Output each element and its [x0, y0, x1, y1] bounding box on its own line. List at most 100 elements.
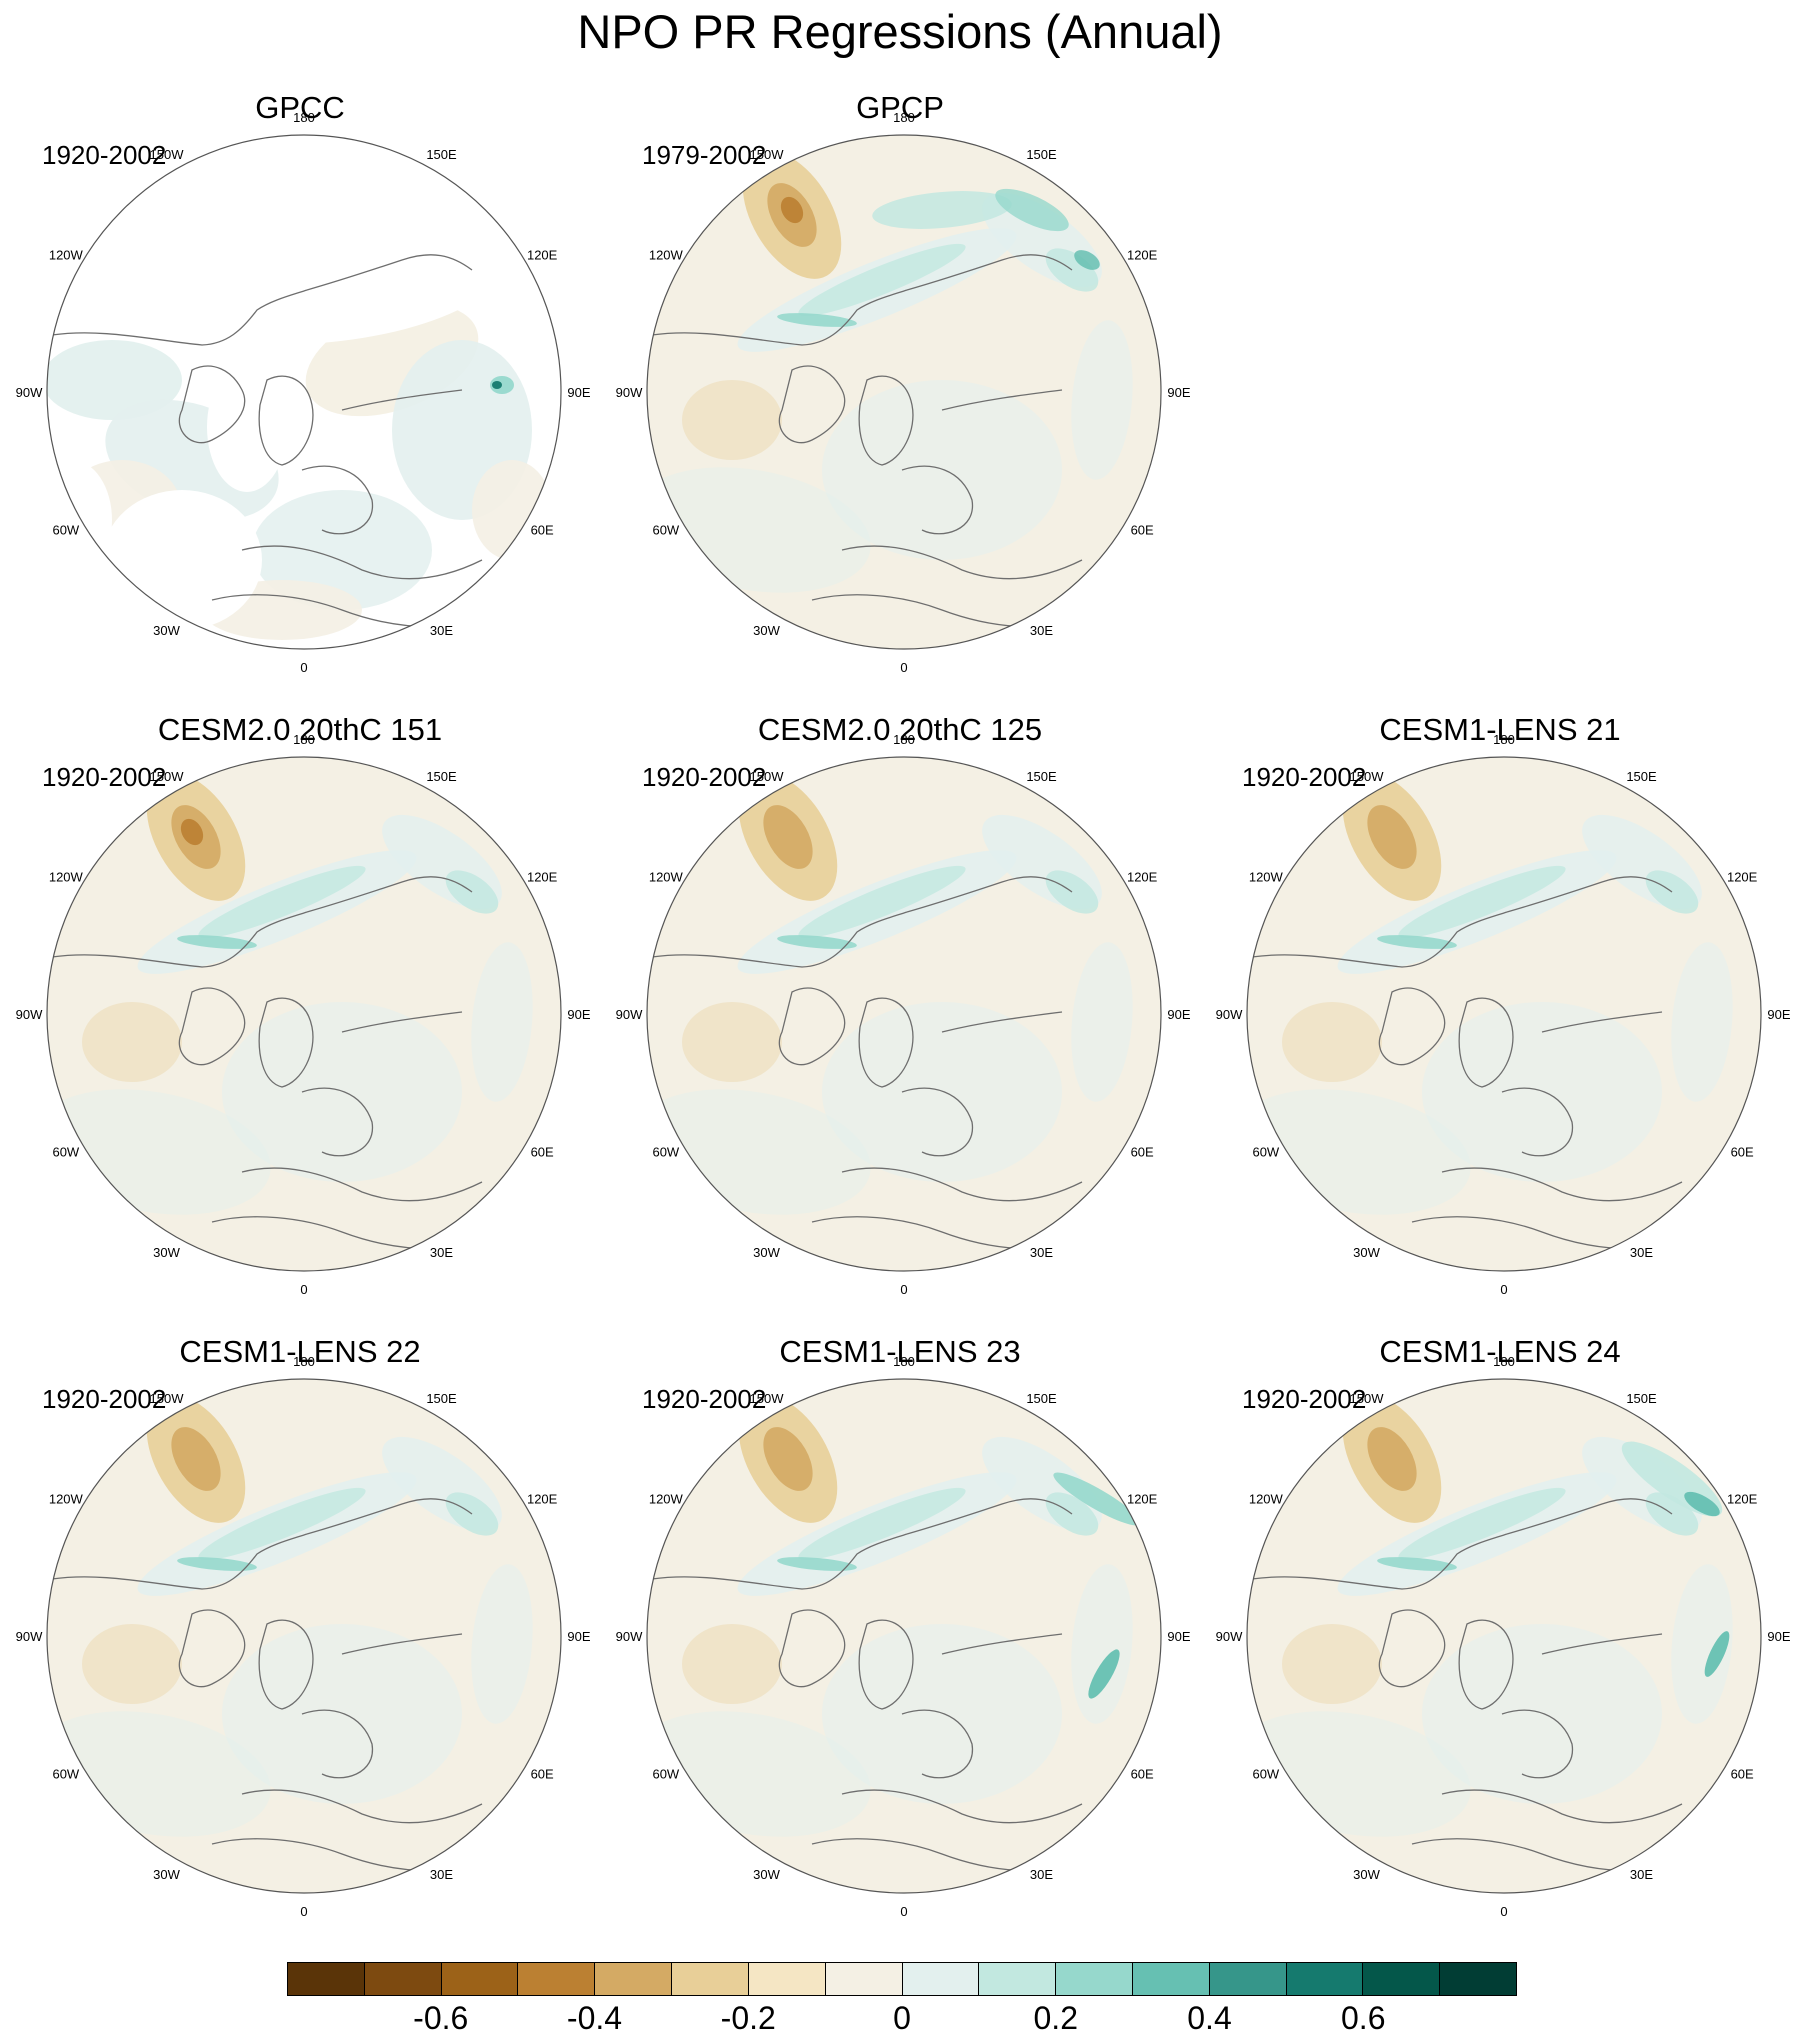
polar-stereographic-map: 180 150E 120E 90E 60E 30E 0 30W 60W 90W 120W 150W	[616, 732, 1191, 1297]
longitude-label: 90W	[1216, 1007, 1243, 1022]
longitude-label: 0	[900, 1282, 907, 1297]
colorbar-swatch	[518, 1963, 596, 1995]
longitude-label: 60W	[52, 1767, 79, 1782]
colorbar-swatch	[1286, 1963, 1364, 1995]
longitude-label: 90E	[1767, 1629, 1790, 1644]
longitude-label: 90E	[567, 1629, 590, 1644]
longitude-label: 30W	[753, 1245, 780, 1260]
longitude-label: 30W	[1353, 1867, 1380, 1882]
longitude-label: 90W	[16, 385, 43, 400]
longitude-label: 30E	[430, 1245, 453, 1260]
longitude-label: 90W	[616, 385, 643, 400]
longitude-label: 120W	[649, 248, 684, 263]
panel-title: CESM2.0 20thC 151	[157, 712, 443, 747]
colorbar-swatch	[748, 1963, 826, 1995]
longitude-label: 60W	[1252, 1767, 1279, 1782]
longitude-label: 150E	[426, 147, 457, 162]
colorbar	[287, 1962, 1517, 1996]
panel-title: CESM1-LENS 24	[1379, 1334, 1621, 1369]
colorbar-tick-label: -0.4	[566, 2000, 623, 2036]
panel-period: 1979-2002	[642, 140, 767, 170]
longitude-label: 30E	[1630, 1245, 1653, 1260]
colorbar-swatch	[1132, 1963, 1210, 1995]
panel-title: CESM1-LENS 21	[1379, 712, 1621, 747]
panel-period: 1920-2002	[42, 762, 167, 792]
longitude-label: 150W	[750, 769, 785, 784]
longitude-label: 150W	[150, 1391, 185, 1406]
colorbar-tick-label: 0	[893, 2000, 911, 2036]
longitude-label: 60E	[1731, 1145, 1754, 1160]
longitude-label: 60E	[531, 523, 554, 538]
colorbar-labels: -0.6 -0.4 -0.2 0 0.2 0.4 0.6	[287, 2000, 1517, 2040]
panel-period: 1920-2002	[42, 1384, 167, 1414]
panel-period: 1920-2002	[642, 1384, 767, 1414]
longitude-label: 180	[1493, 732, 1515, 747]
longitude-label: 60W	[1252, 1145, 1279, 1160]
longitude-label: 60E	[1731, 1767, 1754, 1782]
longitude-label: 30E	[1030, 623, 1053, 638]
longitude-label: 150W	[1350, 1391, 1385, 1406]
colorbar-swatch	[902, 1963, 980, 1995]
longitude-label: 60E	[1131, 523, 1154, 538]
map-panel: CESM1-LENS 23 180 150E 120E 90E 60E 30E 0 30W 60W…	[616, 1334, 1202, 1934]
longitude-label: 120W	[649, 870, 684, 885]
longitude-label: 180	[1493, 1354, 1515, 1369]
panel-title: GPCC	[255, 90, 345, 125]
longitude-label: 90W	[616, 1629, 643, 1644]
colorbar-tick-label: -0.2	[720, 2000, 776, 2036]
longitude-label: 120W	[49, 248, 84, 263]
longitude-label: 0	[900, 660, 907, 675]
longitude-label: 90E	[1167, 1007, 1190, 1022]
longitude-label: 90W	[16, 1629, 43, 1644]
colorbar-swatch	[288, 1963, 365, 1995]
longitude-label: 120E	[1727, 870, 1758, 885]
longitude-label: 150E	[1626, 769, 1657, 784]
longitude-label: 30W	[153, 1245, 180, 1260]
longitude-label: 150E	[1626, 1391, 1657, 1406]
polar-stereographic-map: 180 150E 120E 90E 60E 30E 0 30W 60W 90W 120W 150W	[16, 732, 591, 1297]
colorbar-swatch	[1363, 1963, 1441, 1995]
longitude-label: 120W	[1249, 870, 1284, 885]
longitude-label: 150W	[750, 147, 785, 162]
longitude-label: 90E	[1767, 1007, 1790, 1022]
longitude-label: 180	[293, 1354, 315, 1369]
longitude-label: 180	[293, 110, 315, 125]
map-panel: CESM2.0 20thC 151 180 150E 120E 90E 60E 30E 0 30…	[16, 712, 602, 1312]
longitude-label: 120E	[527, 870, 558, 885]
longitude-label: 120W	[1249, 1492, 1284, 1507]
colorbar-swatch	[595, 1963, 673, 1995]
longitude-label: 120W	[649, 1492, 684, 1507]
longitude-label: 30W	[153, 623, 180, 638]
polar-stereographic-map: 180 150E 120E 90E 60E 30E 0 30W 60W 90W 120W 150W	[16, 110, 591, 675]
colorbar-swatch	[1440, 1963, 1516, 1995]
map-panel: CESM1-LENS 21 180 150E 120E 90E 60E 30E 0 30W 60W…	[1216, 712, 1800, 1312]
longitude-label: 180	[893, 110, 915, 125]
longitude-label: 60W	[52, 523, 79, 538]
panel-period: 1920-2002	[1242, 762, 1367, 792]
longitude-label: 90E	[567, 385, 590, 400]
figure-title: NPO PR Regressions (Annual)	[577, 5, 1223, 58]
longitude-label: 60E	[1131, 1767, 1154, 1782]
polar-stereographic-map: 180 150E 120E 90E 60E 30E 0 30W 60W 90W 120W 150W	[1216, 732, 1791, 1297]
map-panel: CESM2.0 20thC 125 180 150E 120E 90E 60E 30E 0 30…	[616, 712, 1202, 1312]
longitude-label: 60W	[52, 1145, 79, 1160]
longitude-label: 90W	[16, 1007, 43, 1022]
longitude-label: 0	[300, 660, 307, 675]
polar-stereographic-map: 180 150E 120E 90E 60E 30E 0 30W 60W 90W 120W 150W	[1216, 1354, 1791, 1919]
longitude-label: 30E	[1030, 1867, 1053, 1882]
colorbar-swatch	[364, 1963, 442, 1995]
longitude-label: 150W	[150, 147, 185, 162]
longitude-label: 150W	[750, 1391, 785, 1406]
longitude-label: 150E	[426, 1391, 457, 1406]
longitude-label: 30W	[753, 1867, 780, 1882]
colorbar-tick-label: 0.2	[1033, 2000, 1078, 2036]
longitude-label: 60E	[1131, 1145, 1154, 1160]
longitude-label: 120E	[527, 248, 558, 263]
map-panel: CESM1-LENS 24 180 150E 120E 90E 60E 30E 0 30W 60W…	[1216, 1334, 1800, 1934]
panel-period: 1920-2002	[1242, 1384, 1367, 1414]
map-panel: GPCP 180 150E 120E 90E 60E 30E 0 30W 60W 90W 120W 15…	[616, 90, 1202, 690]
colorbar-tick-label: 0.4	[1187, 2000, 1232, 2036]
polar-stereographic-map: 180 150E 120E 90E 60E 30E 0 30W 60W 90W 120W 150W	[616, 110, 1191, 675]
colorbar-swatch	[1209, 1963, 1287, 1995]
longitude-label: 180	[893, 732, 915, 747]
